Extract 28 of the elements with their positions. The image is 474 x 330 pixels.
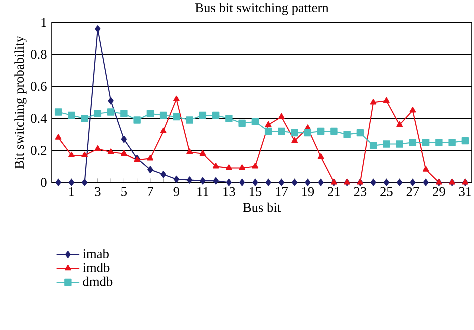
y-tick-label: 0.6	[31, 82, 47, 92]
x-tick-label: 21	[328, 187, 340, 196]
x-axis-title: Bus bit	[243, 202, 281, 212]
x-tick-label: 11	[198, 187, 209, 196]
y-tick-label: 1	[42, 18, 47, 28]
legend-label: imdb	[83, 262, 110, 272]
x-tick-label: 17	[276, 187, 288, 196]
y-tick-label: 0.8	[31, 50, 47, 60]
y-tick-label: 0.2	[31, 146, 47, 156]
y-axis-title: Bit switching probability	[14, 36, 27, 169]
y-tick-label: 0.4	[31, 114, 48, 124]
x-tick-label: 3	[95, 187, 101, 196]
x-tick-label: 7	[148, 187, 154, 196]
chart-title: Bus bit switching pattern	[196, 3, 329, 16]
x-tick-label: 19	[302, 187, 314, 196]
y-tick-label: 0	[41, 178, 47, 188]
x-tick-label: 23	[354, 187, 367, 196]
x-tick-label: 15	[250, 187, 262, 196]
x-tick-label: 13	[224, 187, 236, 196]
x-tick-label: 29	[433, 187, 446, 196]
legend-label: imab	[83, 249, 109, 258]
x-tick-label: 9	[174, 187, 180, 196]
x-tick-label: 25	[380, 187, 393, 196]
x-tick-label: 31	[459, 187, 472, 196]
x-tick-label: 1	[70, 187, 74, 196]
x-tick-label: 5	[122, 187, 128, 196]
x-tick-label: 27	[406, 187, 420, 196]
legend-label: dmdb	[83, 276, 113, 286]
